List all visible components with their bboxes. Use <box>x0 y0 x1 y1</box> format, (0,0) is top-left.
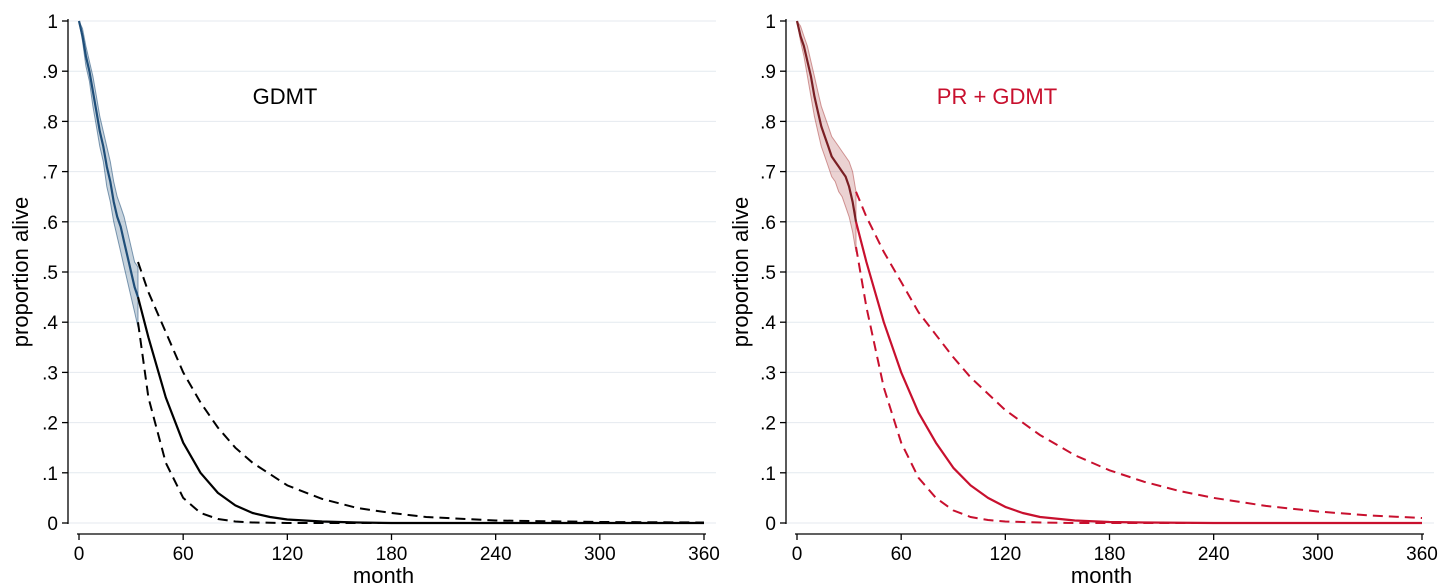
extrapolated-survival-line <box>136 296 704 525</box>
x-tick-label: 60 <box>891 544 912 565</box>
observed-survival-line <box>795 20 858 222</box>
y-tick-label: .9 <box>760 62 776 83</box>
x-tick-label: 360 <box>688 544 720 565</box>
y-tick-label: .3 <box>760 363 776 384</box>
y-axis-title: proportion alive <box>8 197 33 347</box>
y-tick-label: .5 <box>42 263 58 284</box>
upper-bound-dashed-line <box>137 261 705 524</box>
lower-bound-dashed-line <box>137 322 704 524</box>
x-tick-label: 180 <box>376 544 408 565</box>
y-tick-label: .1 <box>760 464 776 485</box>
x-axis-title: month <box>353 563 414 584</box>
x-tick-label: 60 <box>173 544 194 565</box>
y-tick-label: .4 <box>760 313 776 334</box>
group-annotation: PR + GDMT <box>937 84 1057 109</box>
y-tick-label: .3 <box>42 363 58 384</box>
x-tick-label: 180 <box>1094 544 1126 565</box>
lower-bound-dashed-line <box>855 246 1422 524</box>
y-tick-label: .6 <box>760 213 776 234</box>
x-tick-label: 300 <box>584 544 616 565</box>
y-tick-label: 1 <box>765 12 776 33</box>
x-tick-label: 120 <box>989 544 1021 565</box>
y-axis-title: proportion alive <box>728 197 753 347</box>
upper-bound-dashed-line <box>855 191 1423 519</box>
y-tick-label: .4 <box>42 313 58 334</box>
observed-survival-line <box>77 20 140 298</box>
x-tick-label: 300 <box>1302 544 1334 565</box>
x-axis-title: month <box>1071 563 1132 584</box>
y-tick-label: .8 <box>760 112 776 133</box>
y-tick-label: .2 <box>42 414 58 435</box>
x-tick-label: 360 <box>1406 544 1438 565</box>
y-tick-label: .6 <box>42 213 58 234</box>
chart-panel-1: 0 .1 .2 .3 .4 .5 .6 .7 .8 .9 1 0 60 120 180 240 300 360 mo… <box>8 12 720 584</box>
y-tick-label: .1 <box>42 464 58 485</box>
extrapolated-survival-line <box>854 221 1422 525</box>
y-tick-label: 1 <box>47 12 58 33</box>
x-tick-label: 120 <box>271 544 303 565</box>
y-tick-label: .7 <box>42 163 58 184</box>
y-tick-label: .8 <box>42 112 58 133</box>
group-annotation: GDMT <box>253 84 318 109</box>
y-tick-label: .2 <box>760 414 776 435</box>
x-tick-label: 240 <box>480 544 512 565</box>
x-tick-label: 0 <box>74 544 85 565</box>
y-tick-label: .9 <box>42 62 58 83</box>
x-tick-label: 240 <box>1198 544 1230 565</box>
chart-panel-2: 0 .1 .2 .3 .4 .5 .6 .7 .8 .9 1 0 60 120 180 240 300 360 mo… <box>728 12 1438 584</box>
y-tick-label: 0 <box>47 514 58 535</box>
y-tick-label: .7 <box>760 163 776 184</box>
y-tick-label: .5 <box>760 263 776 284</box>
y-tick-label: 0 <box>765 514 776 535</box>
x-tick-label: 0 <box>792 544 803 565</box>
